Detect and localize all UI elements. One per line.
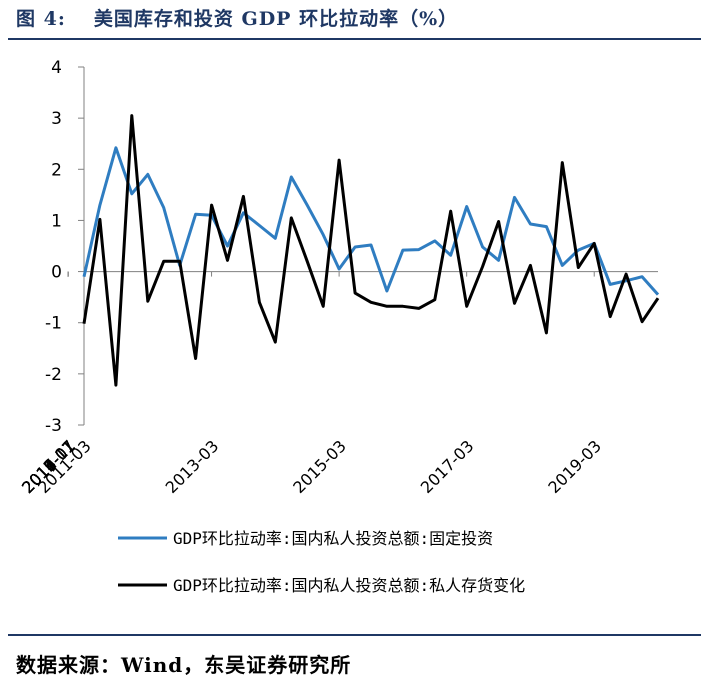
figure-title: 图 4: 美国库存和投资 GDP 环比拉动率（%）: [16, 4, 458, 31]
y-tick-labels: 4 3 2 1 0 -1 -2 -3: [45, 58, 62, 436]
figure-title-text: 美国库存和投资 GDP 环比拉动率（%）: [93, 8, 459, 30]
figure-label: 图 4:: [16, 8, 66, 30]
chart-legend: GDP环比拉动率:国内私人投资总额:固定投资 GDP环比拉动率:国内私人投资总额:…: [118, 529, 525, 595]
legend-label: GDP环比拉动率:国内私人投资总额:固定投资: [173, 529, 493, 548]
x-tick-label: 2013-03: [162, 436, 223, 497]
y-tick-label: -2: [45, 365, 62, 385]
legend-label: GDP环比拉动率:国内私人投资总额:私人存货变化: [173, 576, 525, 595]
x-tick-label: 2019-03: [544, 436, 605, 497]
y-tick-label: 3: [51, 109, 62, 129]
title-rule: [8, 38, 701, 40]
y-tick-label: 0: [51, 263, 62, 283]
y-tick-label: -3: [45, 416, 62, 436]
y-tick-label: 4: [51, 58, 62, 78]
source-rule: [8, 634, 701, 636]
y-tick-label: 1: [51, 211, 62, 231]
y-tick-label: 2: [51, 160, 62, 180]
chart-series: [82, 114, 660, 387]
series-inventory-change-line: [82, 114, 660, 387]
x-tick-label: 2017-03: [417, 436, 478, 497]
x-tick-label: 2015-03: [289, 436, 350, 497]
source-note: 数据来源：Wind，东吴证券研究所: [16, 653, 352, 677]
y-tick-label: -1: [45, 314, 62, 334]
